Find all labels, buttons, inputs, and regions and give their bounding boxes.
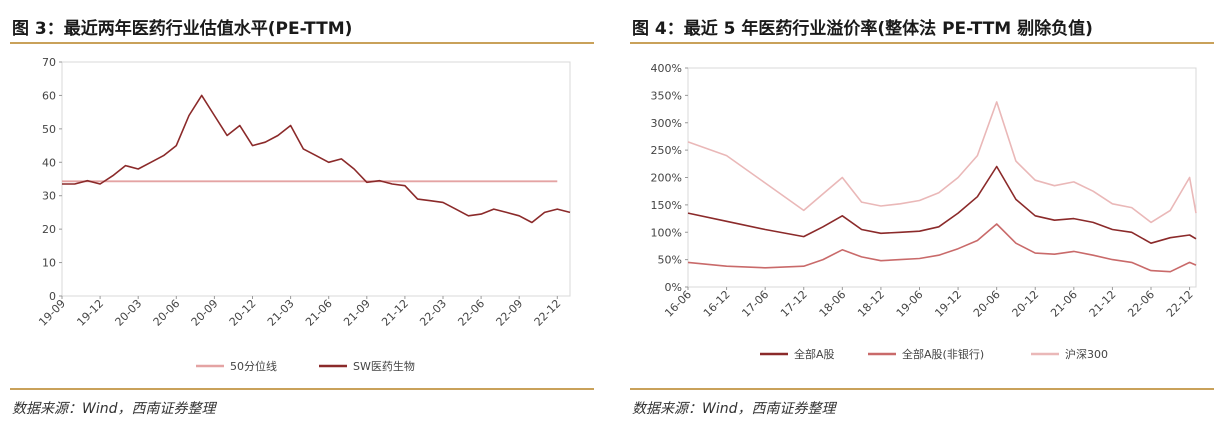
left-x-tick-label: 22-12 [532,297,564,329]
left-legend-label-2: SW医药生物 [353,359,415,373]
left-x-tick-label: 21-03 [265,297,297,329]
left-legend-label-1: 50分位线 [230,359,277,373]
right-series-line-3 [687,101,1197,224]
left-source-rule [10,388,594,390]
right-x-tick-label: 22-12 [1164,288,1196,320]
right-x-tick-label: 19-06 [894,288,926,320]
left-x-tick-label: 20-06 [151,297,183,329]
right-y-tick-label: 350% [651,89,682,102]
right-source-note: 数据来源：Wind，西南证券整理 [632,401,836,417]
left-x-tick-label: 20-03 [113,297,145,329]
left-x-tick-label: 20-09 [189,297,221,329]
left-chart-title: 图 3：最近两年医药行业估值水平(PE-TTM) [12,19,353,39]
right-source-rule [630,388,1214,390]
right-x-tick-label: 18-06 [817,288,849,320]
left-x-tick-label: 22-09 [494,297,526,329]
left-x-tick-label: 22-06 [455,297,487,329]
right-chart-title: 图 4：最近 5 年医药行业溢价率(整体法 PE-TTM 剔除负值) [632,19,1093,39]
left-y-tick-label: 20 [42,223,56,236]
right-y-tick-label: 50% [658,254,682,267]
right-y-tick-label: 250% [651,144,682,157]
left-y-tick-label: 50 [42,123,56,136]
right-line-chart: 400%350%300%250%200%150%100%50%0%16-06 16… [651,62,1197,361]
left-chart-panel: 图 3：最近两年医药行业估值水平(PE-TTM) 70 60 50 40 30 20 10 0… [0,0,604,424]
right-x-tick-label: 18-12 [855,288,887,320]
right-x-tick-label: 17-12 [778,288,810,320]
left-x-tick-label: 22-03 [417,297,449,329]
left-x-tick-label: 21-09 [341,297,373,329]
right-y-tick-label: 150% [651,199,682,212]
right-series-line-1 [687,165,1197,244]
right-y-tick-label: 300% [651,117,682,130]
right-x-tick-label: 16-12 [701,288,733,320]
right-legend-label-1: 全部A股 [794,347,835,361]
right-x-tick-label: 21-12 [1087,288,1119,320]
right-y-tick-label: 200% [651,172,682,185]
left-x-tick-label: 21-12 [379,297,411,329]
right-x-tick-label: 20-06 [971,288,1003,320]
right-legend-label-3: 沪深300 [1065,347,1108,361]
left-y-tick-label: 70 [42,56,56,69]
left-source-note: 数据来源：Wind，西南证券整理 [12,401,216,417]
right-series-line-2 [687,223,1197,273]
right-title-rule [630,42,1214,44]
left-plot-area [61,61,571,297]
left-x-tick-label: 21-06 [303,297,335,329]
left-title-rule [10,42,594,44]
left-y-tick-label: 0 [49,290,56,303]
right-y-tick-label: 0% [665,281,682,294]
right-chart-panel: 图 4：最近 5 年医药行业溢价率(整体法 PE-TTM 剔除负值) 400% 3… [620,0,1224,424]
right-y-tick-label: 100% [651,226,682,239]
left-y-tick-label: 40 [42,156,56,169]
right-x-tick-label: 22-06 [1125,288,1157,320]
right-x-tick-label: 17-06 [739,288,771,320]
left-y-tick-label: 10 [42,257,56,270]
right-x-tick-label: 20-12 [1010,288,1042,320]
right-x-tick-label: 21-06 [1048,288,1080,320]
left-x-tick-label: 20-12 [227,297,259,329]
left-x-tick-label: 19-12 [74,297,106,329]
right-y-tick-label: 400% [651,62,682,75]
left-y-tick-label: 60 [42,89,56,102]
left-y-tick-label: 30 [42,190,56,203]
right-x-tick-label: 19-12 [932,288,964,320]
left-series-line-2 [62,94,571,224]
right-legend-label-2: 全部A股(非银行) [902,347,984,361]
